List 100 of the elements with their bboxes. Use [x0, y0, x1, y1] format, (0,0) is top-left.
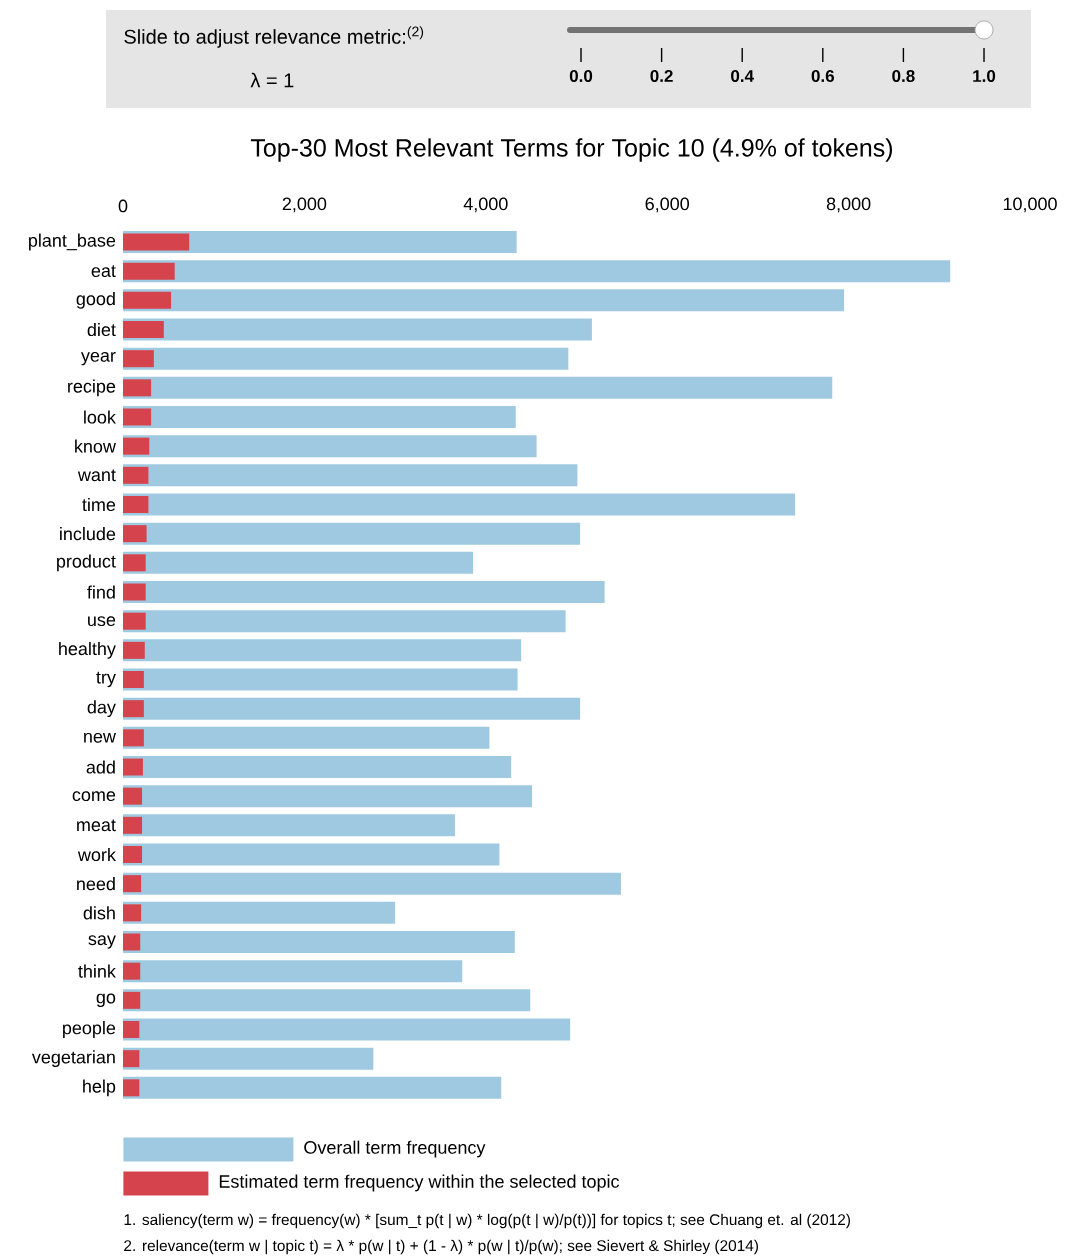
bar: [123, 1018, 571, 1041]
bar: [123, 379, 152, 397]
y-tick-label: include: [60, 527, 116, 541]
bar: [123, 729, 144, 747]
y-tick-label: work: [77, 847, 116, 862]
bar: [123, 960, 463, 983]
text: 0.0: [569, 70, 593, 83]
bar: [123, 262, 175, 280]
text: 0.8: [892, 70, 915, 83]
bar: [123, 756, 512, 778]
bar: [123, 551, 474, 574]
bar: [123, 350, 154, 368]
bar: [123, 931, 515, 953]
y-tick-label: use: [88, 616, 116, 627]
bar: [123, 1076, 502, 1099]
text: 0.4: [731, 70, 754, 83]
bar: [123, 668, 518, 691]
x-tick-label: 10,000: [1003, 197, 1057, 213]
bar: [123, 785, 533, 808]
text: 1.0: [973, 70, 996, 83]
bar: [123, 437, 150, 455]
chart-title: Top-30 Most Relevant Terms for Topic 10 (4.9% of tokens): [250, 138, 893, 162]
y-tick-label: find: [87, 585, 115, 599]
bar: [123, 493, 796, 516]
bar: [123, 318, 592, 341]
bar: [123, 1079, 140, 1097]
y-tick-label: people: [63, 1021, 116, 1038]
bar: [123, 610, 566, 633]
x-tick-label: 4,000: [463, 197, 508, 213]
bar: [123, 700, 144, 718]
bar: [123, 347, 569, 370]
y-tick-label: product: [57, 554, 116, 572]
bar: [123, 816, 143, 834]
y-tick-label: year: [80, 351, 116, 366]
y-tick-label: vegetarian: [31, 1050, 115, 1068]
y-tick-label: think: [78, 964, 116, 978]
y-tick-label: add: [86, 760, 115, 774]
bar: [123, 989, 531, 1012]
y-tick-label: diet: [87, 322, 116, 337]
bar: [123, 846, 143, 863]
bar: [123, 1050, 140, 1068]
x-tick-label: 6,000: [645, 197, 690, 213]
x-tick-label: 2,000: [282, 197, 327, 213]
bar: [123, 933, 141, 951]
bar: [123, 464, 578, 487]
y-tick-label: eat: [91, 265, 116, 278]
text: 0.6: [811, 70, 835, 83]
text: Overall term frequency: [304, 1140, 486, 1158]
bar: [123, 962, 141, 980]
bar: [123, 496, 149, 513]
bar: [123, 260, 951, 283]
bar: [123, 291, 172, 309]
bar: [123, 406, 516, 428]
bar: [123, 435, 537, 458]
bar: [123, 671, 144, 688]
bar: [123, 522, 581, 545]
y-tick-label: look: [84, 410, 116, 424]
bar: [123, 233, 190, 251]
y-tick-label: healthy: [59, 641, 116, 659]
y-tick-label: meat: [77, 819, 116, 832]
bar: [123, 581, 605, 603]
bar: [123, 321, 164, 338]
bar: [123, 1047, 374, 1070]
bar: [123, 466, 149, 484]
bar: [123, 758, 143, 776]
y-tick-label: good: [76, 291, 115, 309]
bar: [123, 872, 621, 895]
text: 0.2: [650, 70, 673, 83]
y-tick-label: recipe: [68, 379, 116, 397]
bar: [123, 904, 142, 922]
bar: [123, 376, 833, 399]
bar: [123, 875, 142, 893]
y-tick-label: want: [77, 469, 116, 482]
text: 2. relevance(term w | topic t) = λ * p(w | t) + (1 - λ) * p(w | t)/p(w); see Sievert & Shirley (2014): [124, 1239, 758, 1255]
bar: [123, 639, 522, 662]
y-tick-label: know: [75, 439, 116, 453]
bar: [123, 991, 141, 1009]
x-tick-label: 8,000: [826, 197, 871, 213]
x-tick-label: 0: [118, 199, 128, 213]
text: Slide to adjust relevance metric:$^{(2)}$: [124, 26, 424, 48]
y-tick-label: new: [84, 732, 116, 743]
y-tick-label: try: [96, 671, 116, 688]
bar: [123, 641, 145, 659]
y-tick-label: plant_base: [29, 233, 116, 251]
bar: [123, 554, 146, 572]
text: 1. saliency(term w) = frequency(w) * [sum_t p(t | w) * log(p(t | w)/p(t))] for topics t; see Chuang et. al (2012): [124, 1213, 850, 1229]
bar: [123, 583, 146, 601]
y-tick-label: say: [88, 935, 116, 949]
y-tick-label: time: [82, 497, 116, 512]
bar: [123, 901, 396, 924]
bar: [123, 726, 490, 749]
text: λ = 1: [250, 72, 294, 88]
bar: [123, 843, 500, 866]
y-tick-label: need: [77, 877, 115, 891]
y-tick-label: dish: [83, 906, 115, 920]
bar: [123, 787, 143, 805]
bar: [123, 289, 845, 312]
bar: [123, 525, 147, 543]
bar: [123, 408, 152, 426]
y-tick-label: come: [72, 791, 116, 802]
